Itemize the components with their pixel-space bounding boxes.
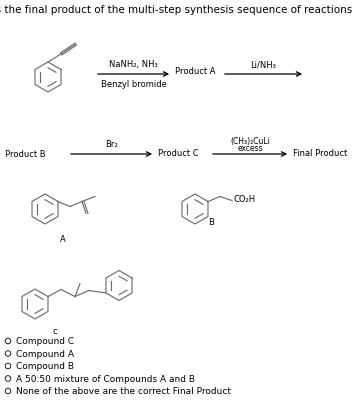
- Text: (CH₃)₂CuLi: (CH₃)₂CuLi: [230, 137, 270, 146]
- Text: Product C: Product C: [158, 149, 199, 158]
- Text: Compound B: Compound B: [16, 362, 74, 371]
- Text: c: c: [53, 326, 57, 335]
- Text: B: B: [208, 217, 214, 227]
- Text: Benzyl bromide: Benzyl bromide: [100, 80, 167, 89]
- Text: Final Product: Final Product: [293, 149, 347, 158]
- Text: None of the above are the correct Final Product: None of the above are the correct Final …: [16, 387, 231, 395]
- Text: NaNH₂, NH₃: NaNH₂, NH₃: [109, 60, 158, 69]
- Text: A 50:50 mixture of Compounds A and B: A 50:50 mixture of Compounds A and B: [16, 374, 195, 383]
- Text: What is the final product of the multi-step synthesis sequence of reactions show: What is the final product of the multi-s…: [0, 5, 356, 15]
- Text: CO₂H: CO₂H: [234, 194, 256, 203]
- Text: Product A: Product A: [175, 66, 215, 75]
- Text: Compound A: Compound A: [16, 349, 74, 358]
- Text: Compound C: Compound C: [16, 337, 74, 346]
- Text: excess: excess: [237, 144, 263, 153]
- Text: Br₂: Br₂: [105, 140, 118, 149]
- Text: A: A: [60, 235, 66, 243]
- Text: Product B: Product B: [5, 150, 46, 159]
- Text: Li/NH₃: Li/NH₃: [251, 60, 277, 69]
